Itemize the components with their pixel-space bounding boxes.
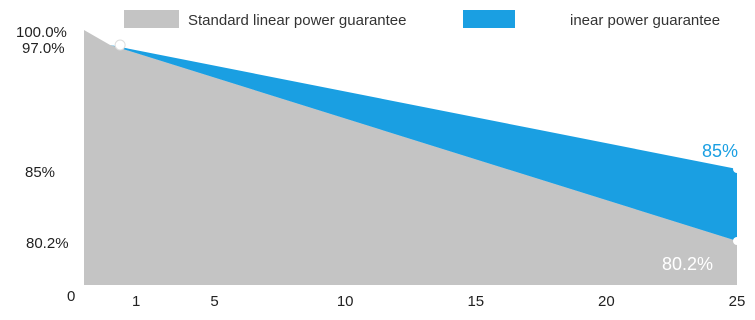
marker-end-linear <box>733 165 741 173</box>
marker-year-1 <box>114 39 126 51</box>
legend-swatch-standard <box>124 10 179 28</box>
x-tick-20: 20 <box>598 293 615 310</box>
y-axis: 100.0% 97.0% 85% 80.2% 0 <box>16 24 75 305</box>
plot-area <box>84 30 741 285</box>
y-tick-80: 80.2% <box>26 235 69 252</box>
x-tick-10: 10 <box>337 293 354 310</box>
y-tick-85: 85% <box>25 164 55 181</box>
x-tick-25: 25 <box>729 293 746 310</box>
legend-swatch-linear <box>463 10 515 28</box>
x-axis: 1 5 10 15 20 25 <box>132 293 745 310</box>
end-label-linear: 85% <box>702 141 738 161</box>
y-tick-97: 97.0% <box>22 40 65 57</box>
x-tick-15: 15 <box>467 293 484 310</box>
area-standard <box>84 30 737 285</box>
y-tick-100: 100.0% <box>16 24 67 41</box>
legend: Standard linear power guarantee inear po… <box>124 10 720 29</box>
x-tick-5: 5 <box>210 293 218 310</box>
marker-end-standard <box>733 237 741 245</box>
area-linear-extra <box>110 45 738 241</box>
x-tick-1: 1 <box>132 293 140 310</box>
end-label-standard: 80.2% <box>662 254 713 274</box>
legend-label-linear: inear power guarantee <box>570 12 720 29</box>
legend-label-standard: Standard linear power guarantee <box>188 12 406 29</box>
y-tick-0: 0 <box>67 288 75 305</box>
